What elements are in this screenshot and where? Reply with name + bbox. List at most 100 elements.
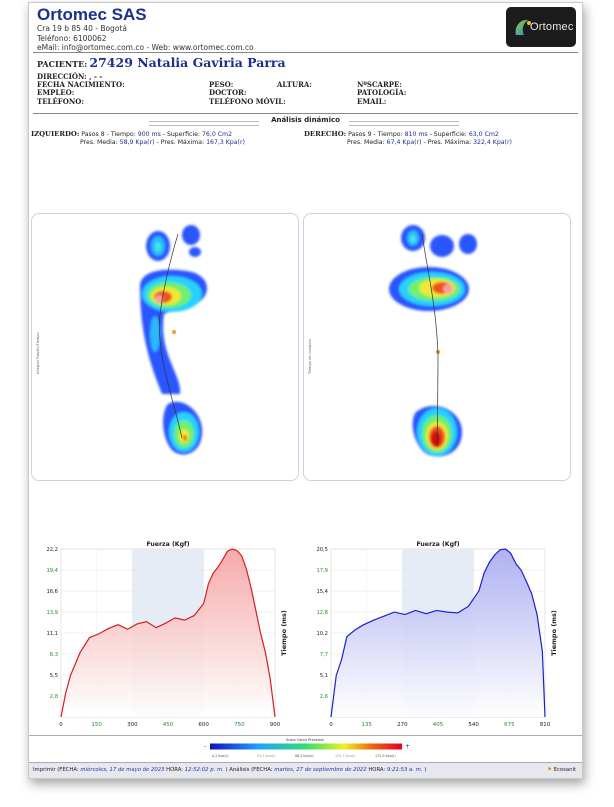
- left-foot-stats: IZQUIERDO: Pasos 8 - Tiempo: 900 ms - Su…: [31, 130, 245, 146]
- chart-y-label: Tiempo (ms): [550, 610, 558, 656]
- company-contact: eMail: info@ortomec.com.co - Web: www.or…: [37, 43, 254, 52]
- analysis-date: martes, 27 de septiembre de 2022: [274, 767, 367, 773]
- chart-y-label: Tiempo (ms): [280, 610, 288, 656]
- patient-label: PACIENTE:: [37, 59, 88, 69]
- right-stats-label: DERECHO:: [304, 130, 347, 138]
- right-footprint-panel: Tiempo de contacto: [303, 213, 571, 481]
- y-tick-label: 16,6: [46, 589, 58, 595]
- y-tick-label: 11,1: [46, 631, 58, 637]
- brand-icon: ⚑: [547, 767, 552, 773]
- right-surface-value: 63,0 Cm2: [468, 131, 499, 138]
- chart-title: Fuerza (Kgf): [146, 541, 189, 548]
- scale-label-4: 172,9 Kpa(r): [375, 754, 396, 758]
- print-time: 12:52:02 p. m.: [184, 767, 224, 773]
- x-tick-label: 600: [198, 722, 209, 728]
- foot-logo-icon: [515, 19, 531, 35]
- left-footprint-heatmap: [140, 225, 207, 455]
- analysis-time: 9:21:53 a. m.: [386, 767, 423, 773]
- y-tick-label: 13,9: [46, 610, 58, 616]
- x-tick-label: 270: [397, 722, 408, 728]
- x-tick-label: 810: [540, 722, 551, 728]
- x-tick-label: 450: [163, 722, 174, 728]
- y-tick-label: 20,5: [316, 547, 328, 553]
- y-tick-label: 19,4: [46, 568, 58, 574]
- analysis-title-bar: Análisis dinámico: [29, 116, 582, 126]
- y-tick-label: 10,2: [316, 631, 328, 637]
- scale-label-2: 86,5 Kpa(r): [295, 754, 314, 758]
- right-force-chart-svg: 20,5 17,9 15,4 12,8 10,2 7,7 5,1 2,6 0 135 270 405 5…: [316, 541, 558, 728]
- scale-label-3: 129,7 Kpa(r): [335, 754, 356, 758]
- y-tick-label: 2,6: [320, 694, 328, 700]
- x-tick-label: 0: [59, 722, 63, 728]
- weight-label: PESO:: [209, 80, 234, 90]
- scale-label-1: 43,3 Kpa(r): [257, 754, 276, 758]
- left-max-pressure: 167,3 Kpa(r): [206, 139, 245, 146]
- chart-title: Fuerza (Kgf): [416, 541, 459, 548]
- y-tick-label: 5,5: [50, 673, 58, 679]
- phone-label: TELÉFONO:: [37, 96, 84, 106]
- y-tick-label: 22,2: [46, 547, 58, 553]
- x-tick-label: 150: [91, 722, 102, 728]
- company-header: Ortomec SAS Cra 19 b 85 40 - Bogotá Telé…: [37, 5, 457, 53]
- right-mean-pressure: 67,4 Kpa(r): [386, 139, 422, 146]
- x-tick-label: 300: [127, 722, 138, 728]
- shoe-label: NºSCARPE:: [357, 80, 402, 90]
- right-time-value: 810 ms: [404, 131, 428, 138]
- patient-block: PACIENTE: 27429 Natalia Gaviria Parra DI…: [37, 56, 574, 106]
- address-label: DIRECCIÓN: , - -: [37, 72, 103, 81]
- email-label: EMAIL:: [357, 96, 387, 106]
- right-max-pressure: 322,4 Kpa(r): [473, 139, 512, 146]
- x-tick-label: 900: [270, 722, 281, 728]
- company-logo: Ortomec: [506, 7, 576, 47]
- left-force-chart-svg: 22,2 19,4 16,6 13,9 11,1 8,3 5,5 2,8 0 150 300 450 6…: [46, 541, 288, 728]
- pathology-label: PATOLOGÍA:: [357, 88, 407, 98]
- y-tick-label: 17,9: [316, 568, 328, 574]
- birth-label: FECHA NACIMIENTO:: [37, 80, 125, 90]
- print-date: miércoles, 17 de mayo de 2023: [80, 767, 165, 773]
- analysis-title: Análisis dinámico: [268, 116, 343, 124]
- company-phone: Teléfono: 6100062: [37, 33, 107, 43]
- x-tick-label: 0: [329, 722, 333, 728]
- left-surface-value: 76,0 Cm2: [201, 131, 233, 138]
- left-mean-pressure: 58,9 Kpa(r): [119, 139, 155, 146]
- left-stats-label: IZQUIERDO:: [31, 130, 80, 138]
- height-label: ALTURA:: [277, 80, 312, 90]
- company-address: Cra 19 b 85 40 - Bogotá: [37, 24, 127, 33]
- y-tick-label: 7,7: [320, 652, 328, 658]
- x-tick-label: 675: [504, 722, 515, 728]
- left-force-chart: 22,2 19,4 16,6 13,9 11,1 8,3 5,5 2,8 0 150 300 450 6…: [37, 537, 301, 733]
- report-footer: Imprimir (FECHA: miércoles, 17 de mayo d…: [29, 762, 582, 778]
- y-tick-label: 12,8: [316, 610, 328, 616]
- x-tick-label: 750: [234, 722, 245, 728]
- y-tick-label: 2,8: [50, 694, 58, 700]
- x-tick-label: 135: [361, 722, 372, 728]
- force-area: [331, 549, 545, 717]
- scale-label-0: 0,2 Kpa(r): [212, 754, 229, 758]
- patient-name: 27429 Natalia Gaviria Parra: [89, 55, 286, 70]
- x-tick-label: 540: [468, 722, 479, 728]
- right-force-chart: 20,5 17,9 15,4 12,8 10,2 7,7 5,1 2,6 0 135 270 405 5…: [307, 537, 571, 733]
- left-time-value: 900 ms: [137, 131, 161, 138]
- job-label: EMPLEO:: [37, 88, 75, 98]
- force-series-line: [330, 548, 546, 718]
- y-tick-label: 5,1: [320, 673, 328, 679]
- pressure-color-scale: Scala Colori Pressioni - + 0,2 Kpa(r) 43…: [29, 735, 582, 762]
- x-tick-label: 405: [433, 722, 444, 728]
- y-tick-label: 15,4: [316, 589, 328, 595]
- brand-mark: ⚑ Ecosanit: [547, 767, 576, 773]
- force-series-line: [60, 548, 276, 718]
- left-footprint-panel: Integral Presión/Tiempo: [31, 213, 299, 481]
- mobile-label: TELÉFONO MÓVIL:: [209, 96, 286, 106]
- header-divider: [33, 52, 578, 53]
- logo-text: Ortomec: [530, 21, 574, 33]
- force-area: [61, 549, 275, 717]
- doctor-label: DOCTOR:: [209, 88, 247, 98]
- pressure-scale-svg: Scala Colori Pressioni - + 0,2 Kpa(r) 43…: [204, 738, 410, 758]
- y-tick-label: 8,3: [50, 652, 58, 658]
- company-name: Ortomec SAS: [37, 5, 147, 24]
- scale-plus: +: [405, 743, 410, 750]
- patient-divider: [33, 113, 578, 114]
- right-foot-stats: DERECHO: Pasos 9 - Tiempo: 810 ms - Supe…: [304, 130, 512, 146]
- right-footprint-heatmap: [389, 225, 477, 457]
- scale-minus: -: [204, 743, 206, 750]
